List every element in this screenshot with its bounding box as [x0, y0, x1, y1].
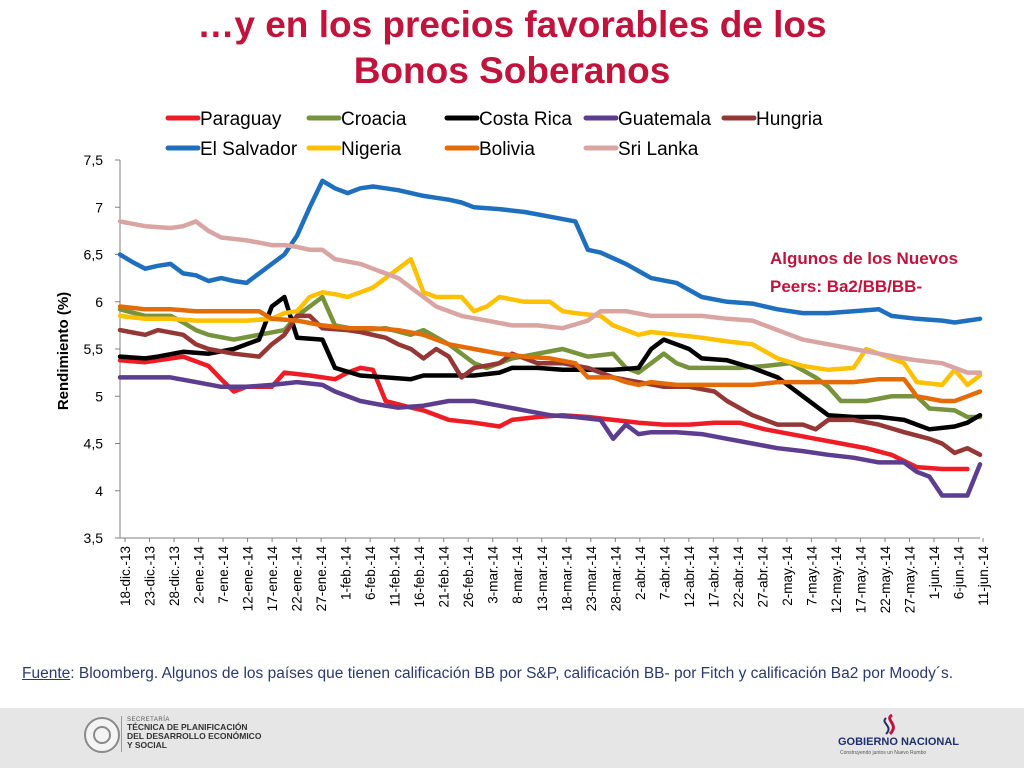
x-tick-label: 6-jun.-14: [952, 546, 967, 600]
series-line-el-salvador: [117, 178, 983, 325]
legend-label-sri-lanka: Sri Lanka: [618, 139, 699, 160]
x-tick-label: 13-mar.-14: [535, 546, 550, 612]
x-tick-label: 3-mar.-14: [486, 546, 501, 604]
x-tick-label: 11-feb.-14: [388, 546, 403, 607]
y-tick-label: 7: [95, 199, 103, 215]
x-tick-label: 11-jun.-14: [976, 546, 991, 606]
x-tick-label: 1-jun.-14: [927, 546, 942, 600]
x-tick-label: 22-ene.-14: [290, 546, 305, 612]
x-tick-label: 2-ene.-14: [192, 546, 207, 604]
legend-label-paraguay: Paraguay: [200, 109, 282, 130]
national-seal-icon: [84, 717, 120, 753]
chart-legend: Paraguay Croacia Costa Rica Guatemala Hungri…: [165, 109, 823, 160]
stp-line-2: DEL DESARROLLO ECONÓMICO: [127, 731, 262, 741]
series-line-sri-lanka: [117, 219, 983, 375]
series-line-guatemala: [117, 375, 983, 498]
x-tick-label: 27-may.-14: [902, 546, 917, 614]
x-tick-label: 2-abr.-14: [633, 546, 648, 601]
annotation-line-1: Algunos de los Nuevos: [770, 249, 958, 268]
x-tick-label: 21-feb.-14: [437, 546, 452, 608]
legend-label-bolivia: Bolivia: [479, 139, 535, 160]
series-line-costa-rica: [117, 294, 983, 432]
x-tick-label: 22-may.-14: [878, 546, 893, 614]
legend-label-costa-rica: Costa Rica: [479, 109, 572, 130]
stp-line-3: Y SOCIAL: [127, 740, 167, 750]
legend-label-croacia: Croacia: [341, 109, 407, 130]
x-tick-label: 23-mar.-14: [584, 546, 599, 612]
y-axis: 7,5 7 6,5 6 5,5 5 4,5 4 3,5: [84, 152, 121, 546]
x-tick-label: 18-dic.-13: [118, 546, 133, 606]
y-tick-label: 6,5: [84, 247, 104, 263]
legend-label-el-salvador: El Salvador: [200, 139, 298, 160]
series-line-bolivia: [117, 304, 983, 404]
x-tick-label: 6-feb.-14: [363, 546, 378, 601]
y-tick-label: 3,5: [84, 530, 104, 546]
title-line-2: Bonos Soberanos: [353, 50, 671, 91]
x-tick-label: 7-ene.-14: [216, 546, 231, 604]
y-tick-label: 4: [95, 483, 103, 499]
y-tick-label: 7,5: [84, 152, 104, 168]
x-tick-label: 12-may.-14: [829, 546, 844, 614]
x-tick-label: 28-mar.-14: [608, 546, 623, 612]
y-tick-label: 4,5: [84, 436, 104, 452]
gobierno-name: GOBIERNO NACIONAL: [838, 736, 959, 748]
stp-logo: SECRETARÍA TÉCNICA DE PLANIFICACIÓN DEL …: [127, 717, 327, 750]
x-tick-label: 12-ene.-14: [241, 546, 256, 612]
x-axis: 18-dic.-13 23-dic.-13 28-dic.-13 2-ene.-14 7…: [118, 537, 991, 614]
x-tick-label: 1-feb.-14: [339, 546, 354, 601]
x-tick-label: 16-feb.-14: [412, 546, 427, 608]
series-lines: [117, 178, 983, 498]
x-tick-label: 17-abr.-14: [706, 546, 721, 608]
bond-yield-chart: Paraguay Croacia Costa Rica Guatemala Hungri…: [55, 109, 991, 614]
series-line-nigeria: [117, 256, 983, 388]
x-tick-label: 18-mar.-14: [559, 546, 574, 612]
gobierno-tagline: Construyendo juntos un Nuevo Rumbo: [840, 750, 927, 756]
footer-divider: [121, 716, 122, 752]
source-note: Fuente: Bloomberg. Algunos de los países…: [22, 664, 997, 683]
x-tick-label: 27-abr.-14: [755, 546, 770, 608]
x-tick-label: 28-dic.-13: [167, 546, 182, 606]
x-tick-label: 8-mar.-14: [510, 546, 525, 604]
stp-small-text: SECRETARÍA: [127, 717, 170, 723]
y-tick-label: 5: [95, 388, 103, 404]
source-text: : Bloomberg. Algunos de los países que t…: [70, 665, 954, 682]
x-tick-label: 7-abr.-14: [657, 546, 672, 601]
legend-label-hungria: Hungria: [756, 109, 823, 130]
gobierno-nacional-logo: GOBIERNO NACIONAL Construyendo juntos un…: [832, 712, 959, 762]
x-tick-label: 17-ene.-14: [265, 546, 280, 612]
x-tick-label: 2-may.-14: [780, 546, 795, 606]
x-tick-label: 23-dic.-13: [143, 546, 158, 606]
annotation-line-2: Peers: Ba2/BB/BB-: [770, 277, 922, 296]
footer-bar: SECRETARÍA TÉCNICA DE PLANIFICACIÓN DEL …: [0, 708, 1024, 768]
source-label: Fuente: [22, 665, 71, 682]
stp-line-1: TÉCNICA DE PLANIFICACIÓN: [127, 722, 248, 732]
title-line-1: …y en los precios favorables de los: [197, 4, 827, 45]
gobierno-flag-icon: [883, 714, 895, 736]
slide-title: …y en los precios favorables de los Bono…: [0, 2, 1024, 94]
series-line-hungria: [117, 313, 983, 458]
x-tick-label: 27-ene.-14: [314, 546, 329, 612]
series-line-croacia: [117, 294, 983, 420]
x-tick-label: 26-feb.-14: [461, 546, 476, 608]
y-tick-label: 5,5: [84, 341, 104, 357]
y-axis-label: Rendimiento (%): [55, 292, 72, 410]
x-tick-label: 22-abr.-14: [731, 546, 746, 608]
x-tick-label: 12-abr.-14: [682, 546, 697, 608]
legend-label-nigeria: Nigeria: [341, 139, 402, 160]
y-tick-label: 6: [95, 294, 103, 310]
x-tick-label: 17-may.-14: [853, 546, 868, 614]
x-tick-label: 7-may.-14: [804, 546, 819, 606]
legend-label-guatemala: Guatemala: [618, 109, 711, 130]
